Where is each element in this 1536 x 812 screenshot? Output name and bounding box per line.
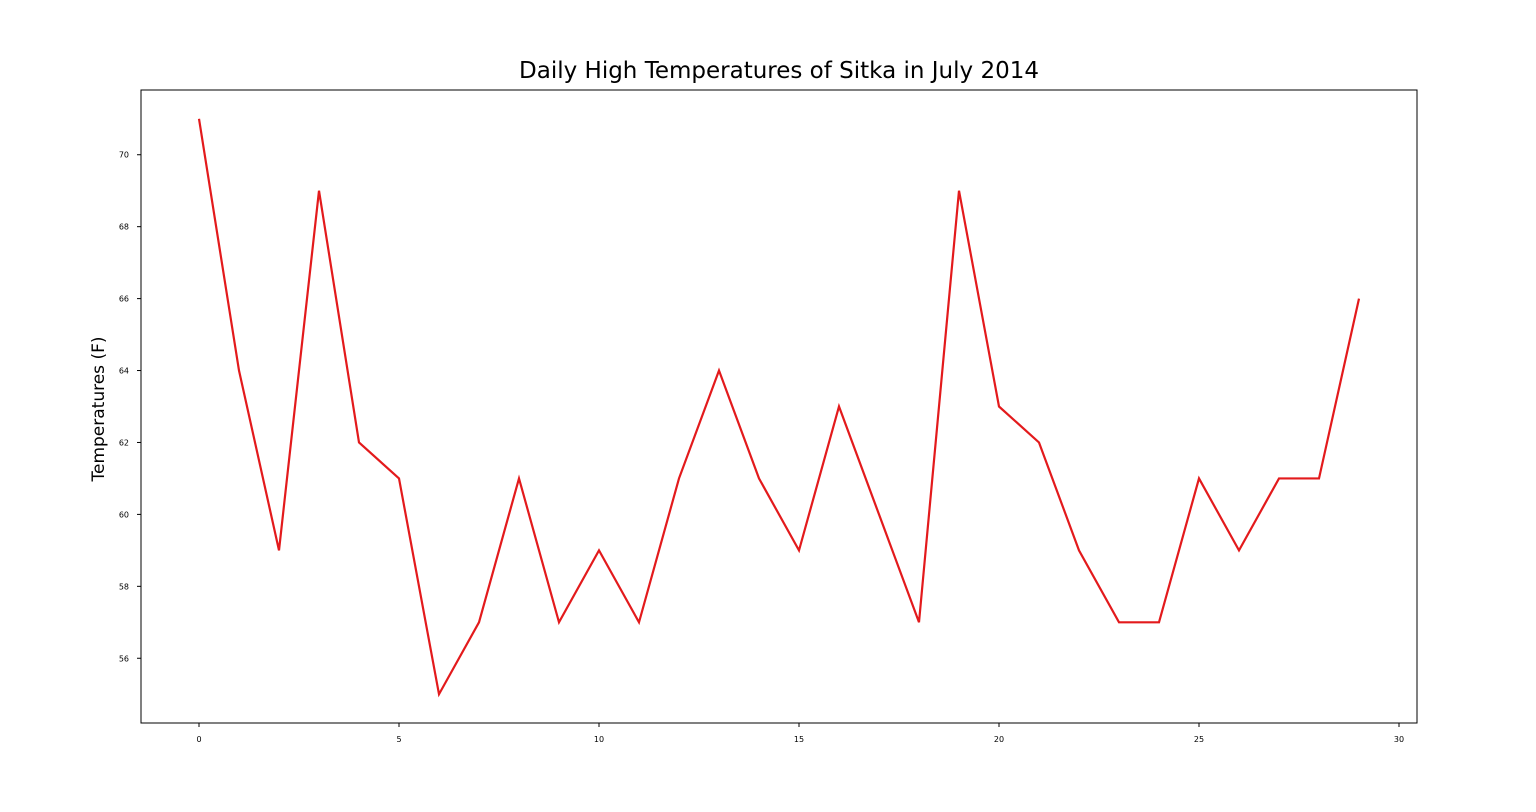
x-tick-label: 5 bbox=[396, 735, 401, 744]
y-tick-label: 66 bbox=[119, 295, 129, 304]
series-line bbox=[197, 118, 1361, 698]
x-tick-label: 20 bbox=[994, 735, 1004, 744]
chart-title: Daily High Temperatures of Sitka in July… bbox=[519, 58, 1039, 84]
y-tick-label: 68 bbox=[119, 223, 129, 232]
plot-area: 0 5 10 15 20 25 30 56 58 60 62 64 66 68 70 bbox=[119, 89, 1418, 744]
y-tick-label: 60 bbox=[119, 510, 129, 519]
y-tick-label: 62 bbox=[119, 438, 129, 447]
x-tick-label: 30 bbox=[1394, 735, 1404, 744]
y-tick-label: 58 bbox=[119, 582, 129, 591]
y-tick-label: 70 bbox=[119, 151, 129, 160]
x-tick-label: 15 bbox=[794, 735, 804, 744]
plot-frame bbox=[140, 89, 1418, 724]
y-axis-label: Temperatures (F) bbox=[89, 337, 109, 483]
x-tick-label: 10 bbox=[594, 735, 604, 744]
x-tick-label: 0 bbox=[196, 735, 201, 744]
y-tick-label: 64 bbox=[119, 367, 129, 376]
y-tick-label: 56 bbox=[119, 654, 129, 663]
x-tick-label: 25 bbox=[1194, 735, 1204, 744]
